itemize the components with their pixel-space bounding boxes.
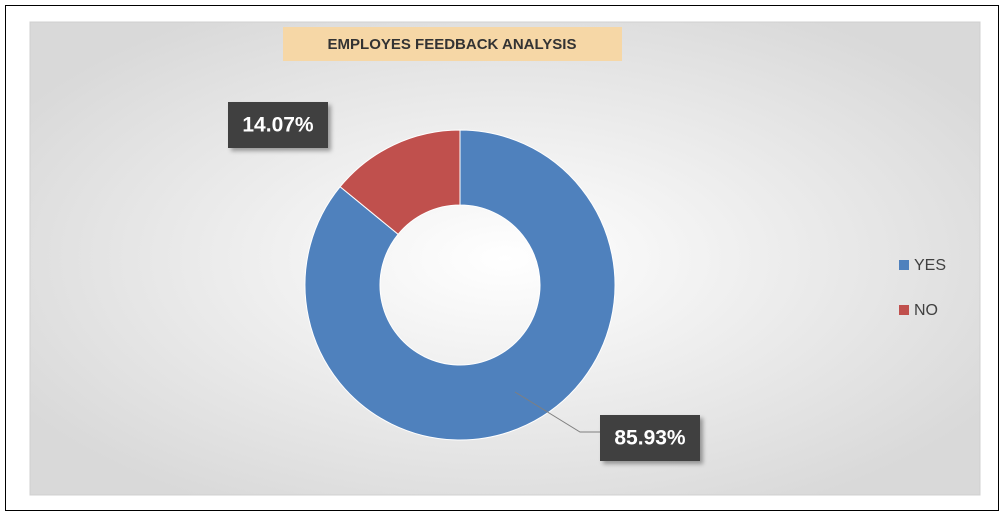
legend-label: YES: [914, 257, 946, 274]
legend-swatch: [899, 305, 909, 315]
leader-line: [514, 391, 600, 433]
data-label: 85.93%: [614, 427, 686, 450]
legend-label: NO: [914, 302, 938, 319]
donut-slice: [304, 129, 616, 441]
donut-slice: [339, 129, 461, 235]
data-label-box: [228, 102, 328, 148]
data-label-box: [600, 415, 700, 461]
title-box: [283, 27, 622, 61]
legend-swatch: [899, 260, 909, 270]
data-label: 14.07%: [242, 114, 314, 137]
chart-title: EMPLOYES FEEDBACK ANALYSIS: [328, 36, 577, 53]
